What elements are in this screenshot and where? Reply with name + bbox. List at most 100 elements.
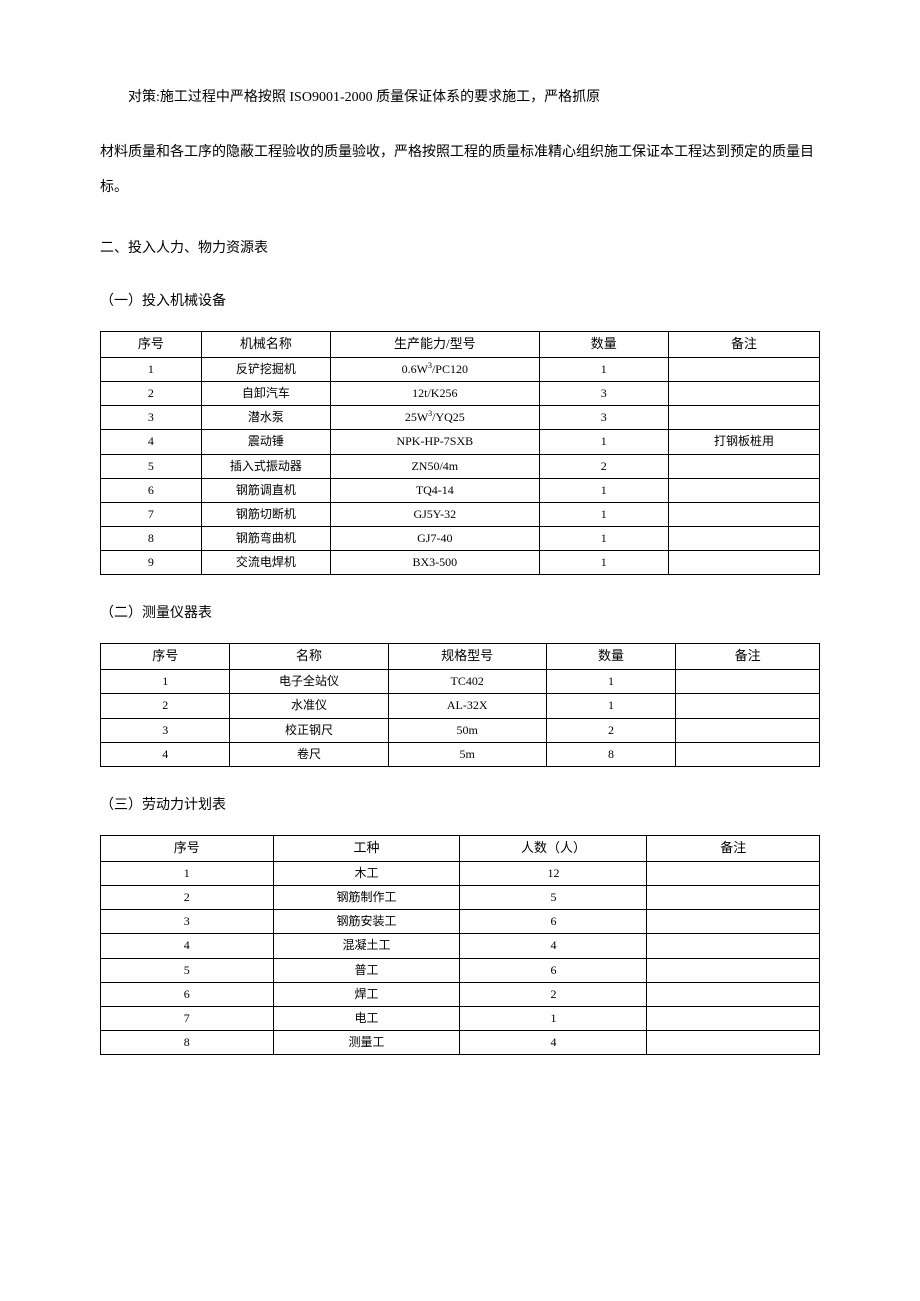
equipment-table: 序号 机械名称 生产能力/型号 数量 备注 1反铲挖掘机0.6W3/PC1201… bbox=[100, 331, 820, 575]
table-row: 7钢筋切断机GJ5Y-321 bbox=[101, 502, 820, 526]
table-cell: 震动锤 bbox=[201, 430, 330, 454]
table-cell bbox=[668, 454, 819, 478]
table-cell: 自卸汽车 bbox=[201, 381, 330, 405]
table-cell: 6 bbox=[460, 958, 647, 982]
table-cell: 交流电焊机 bbox=[201, 551, 330, 575]
table-cell: NPK-HP-7SXB bbox=[331, 430, 540, 454]
table-cell: 4 bbox=[101, 742, 230, 766]
instruments-table: 序号 名称 规格型号 数量 备注 1电子全站仪TC40212水准仪AL-32X1… bbox=[100, 643, 820, 767]
table-cell bbox=[668, 527, 819, 551]
table-cell: 电子全站仪 bbox=[230, 670, 388, 694]
table-header: 工种 bbox=[273, 836, 460, 862]
table-row: 2自卸汽车12t/K2563 bbox=[101, 381, 820, 405]
table-cell bbox=[676, 718, 820, 742]
subsection-heading-2: （二）测量仪器表 bbox=[100, 600, 820, 628]
table-cell: 1 bbox=[539, 478, 668, 502]
table-cell: 钢筋调直机 bbox=[201, 478, 330, 502]
table-cell: 5 bbox=[460, 886, 647, 910]
table-cell: 1 bbox=[101, 357, 202, 381]
table-cell: 5 bbox=[101, 454, 202, 478]
table-cell: 3 bbox=[539, 406, 668, 430]
subsection-heading-1: （一）投入机械设备 bbox=[100, 288, 820, 316]
table-cell: 电工 bbox=[273, 1006, 460, 1030]
section-heading-2: 二、投入人力、物力资源表 bbox=[100, 235, 820, 263]
table-cell bbox=[647, 886, 820, 910]
table-cell bbox=[647, 934, 820, 958]
table-header: 序号 bbox=[101, 332, 202, 358]
table-cell: TQ4-14 bbox=[331, 478, 540, 502]
table-cell: 钢筋安装工 bbox=[273, 910, 460, 934]
table-header: 备注 bbox=[647, 836, 820, 862]
table-cell: 5m bbox=[388, 742, 546, 766]
table-cell: 校正钢尺 bbox=[230, 718, 388, 742]
table-cell: 潜水泵 bbox=[201, 406, 330, 430]
table-cell bbox=[647, 958, 820, 982]
table-row: 3潜水泵25W3/YQ253 bbox=[101, 406, 820, 430]
table-header-row: 序号 工种 人数（人） 备注 bbox=[101, 836, 820, 862]
table-cell bbox=[668, 381, 819, 405]
table-header: 序号 bbox=[101, 836, 274, 862]
table-cell: 7 bbox=[101, 502, 202, 526]
table-header: 数量 bbox=[539, 332, 668, 358]
table-row: 8测量工4 bbox=[101, 1031, 820, 1055]
table-cell: 2 bbox=[539, 454, 668, 478]
table-cell: GJ5Y-32 bbox=[331, 502, 540, 526]
table-cell bbox=[668, 502, 819, 526]
table-header: 机械名称 bbox=[201, 332, 330, 358]
table-cell: 2 bbox=[460, 982, 647, 1006]
table-row: 2钢筋制作工5 bbox=[101, 886, 820, 910]
table-row: 8钢筋弯曲机GJ7-401 bbox=[101, 527, 820, 551]
table-row: 4卷尺5m8 bbox=[101, 742, 820, 766]
table-cell: 6 bbox=[101, 982, 274, 1006]
table-cell: 1 bbox=[546, 670, 675, 694]
table-row: 6钢筋调直机TQ4-141 bbox=[101, 478, 820, 502]
table-cell: 4 bbox=[101, 430, 202, 454]
table-cell: 3 bbox=[101, 718, 230, 742]
table-header: 人数（人） bbox=[460, 836, 647, 862]
table-header: 序号 bbox=[101, 644, 230, 670]
table-cell: 2 bbox=[101, 694, 230, 718]
table-header: 生产能力/型号 bbox=[331, 332, 540, 358]
table-row: 2水准仪AL-32X1 bbox=[101, 694, 820, 718]
table-cell bbox=[668, 551, 819, 575]
table-cell: 6 bbox=[460, 910, 647, 934]
table-cell: TC402 bbox=[388, 670, 546, 694]
table-cell: 插入式振动器 bbox=[201, 454, 330, 478]
table-cell: 普工 bbox=[273, 958, 460, 982]
table-cell bbox=[668, 478, 819, 502]
table-cell: 3 bbox=[539, 381, 668, 405]
table-cell bbox=[668, 357, 819, 381]
table-cell: 打钢板桩用 bbox=[668, 430, 819, 454]
table-cell: 50m bbox=[388, 718, 546, 742]
table-row: 5插入式振动器ZN50/4m2 bbox=[101, 454, 820, 478]
table-cell: 1 bbox=[539, 357, 668, 381]
table-cell: 12t/K256 bbox=[331, 381, 540, 405]
table-cell bbox=[668, 406, 819, 430]
table-header-row: 序号 机械名称 生产能力/型号 数量 备注 bbox=[101, 332, 820, 358]
table-cell: 5 bbox=[101, 958, 274, 982]
table-cell: 1 bbox=[101, 670, 230, 694]
table-header: 数量 bbox=[546, 644, 675, 670]
table-cell: 12 bbox=[460, 861, 647, 885]
table-cell: 钢筋制作工 bbox=[273, 886, 460, 910]
table-cell: 8 bbox=[101, 527, 202, 551]
table-cell: 反铲挖掘机 bbox=[201, 357, 330, 381]
table-cell: 0.6W3/PC120 bbox=[331, 357, 540, 381]
table-header-row: 序号 名称 规格型号 数量 备注 bbox=[101, 644, 820, 670]
table-cell: 1 bbox=[539, 430, 668, 454]
paragraph-part1: 对策:施工过程中严格按照 ISO9001-2000 质量保证体系的要求施工，严格… bbox=[100, 80, 820, 115]
table-cell bbox=[647, 1031, 820, 1055]
table-cell: BX3-500 bbox=[331, 551, 540, 575]
table-cell: 6 bbox=[101, 478, 202, 502]
table-cell: 水准仪 bbox=[230, 694, 388, 718]
table-cell: 3 bbox=[101, 406, 202, 430]
subsection-heading-3: （三）劳动力计划表 bbox=[100, 792, 820, 820]
table-cell: GJ7-40 bbox=[331, 527, 540, 551]
table-row: 5普工6 bbox=[101, 958, 820, 982]
table-cell: 1 bbox=[101, 861, 274, 885]
table-header: 备注 bbox=[668, 332, 819, 358]
table-cell bbox=[676, 742, 820, 766]
table-cell: 4 bbox=[460, 1031, 647, 1055]
table-cell bbox=[647, 1006, 820, 1030]
table-cell: 4 bbox=[460, 934, 647, 958]
